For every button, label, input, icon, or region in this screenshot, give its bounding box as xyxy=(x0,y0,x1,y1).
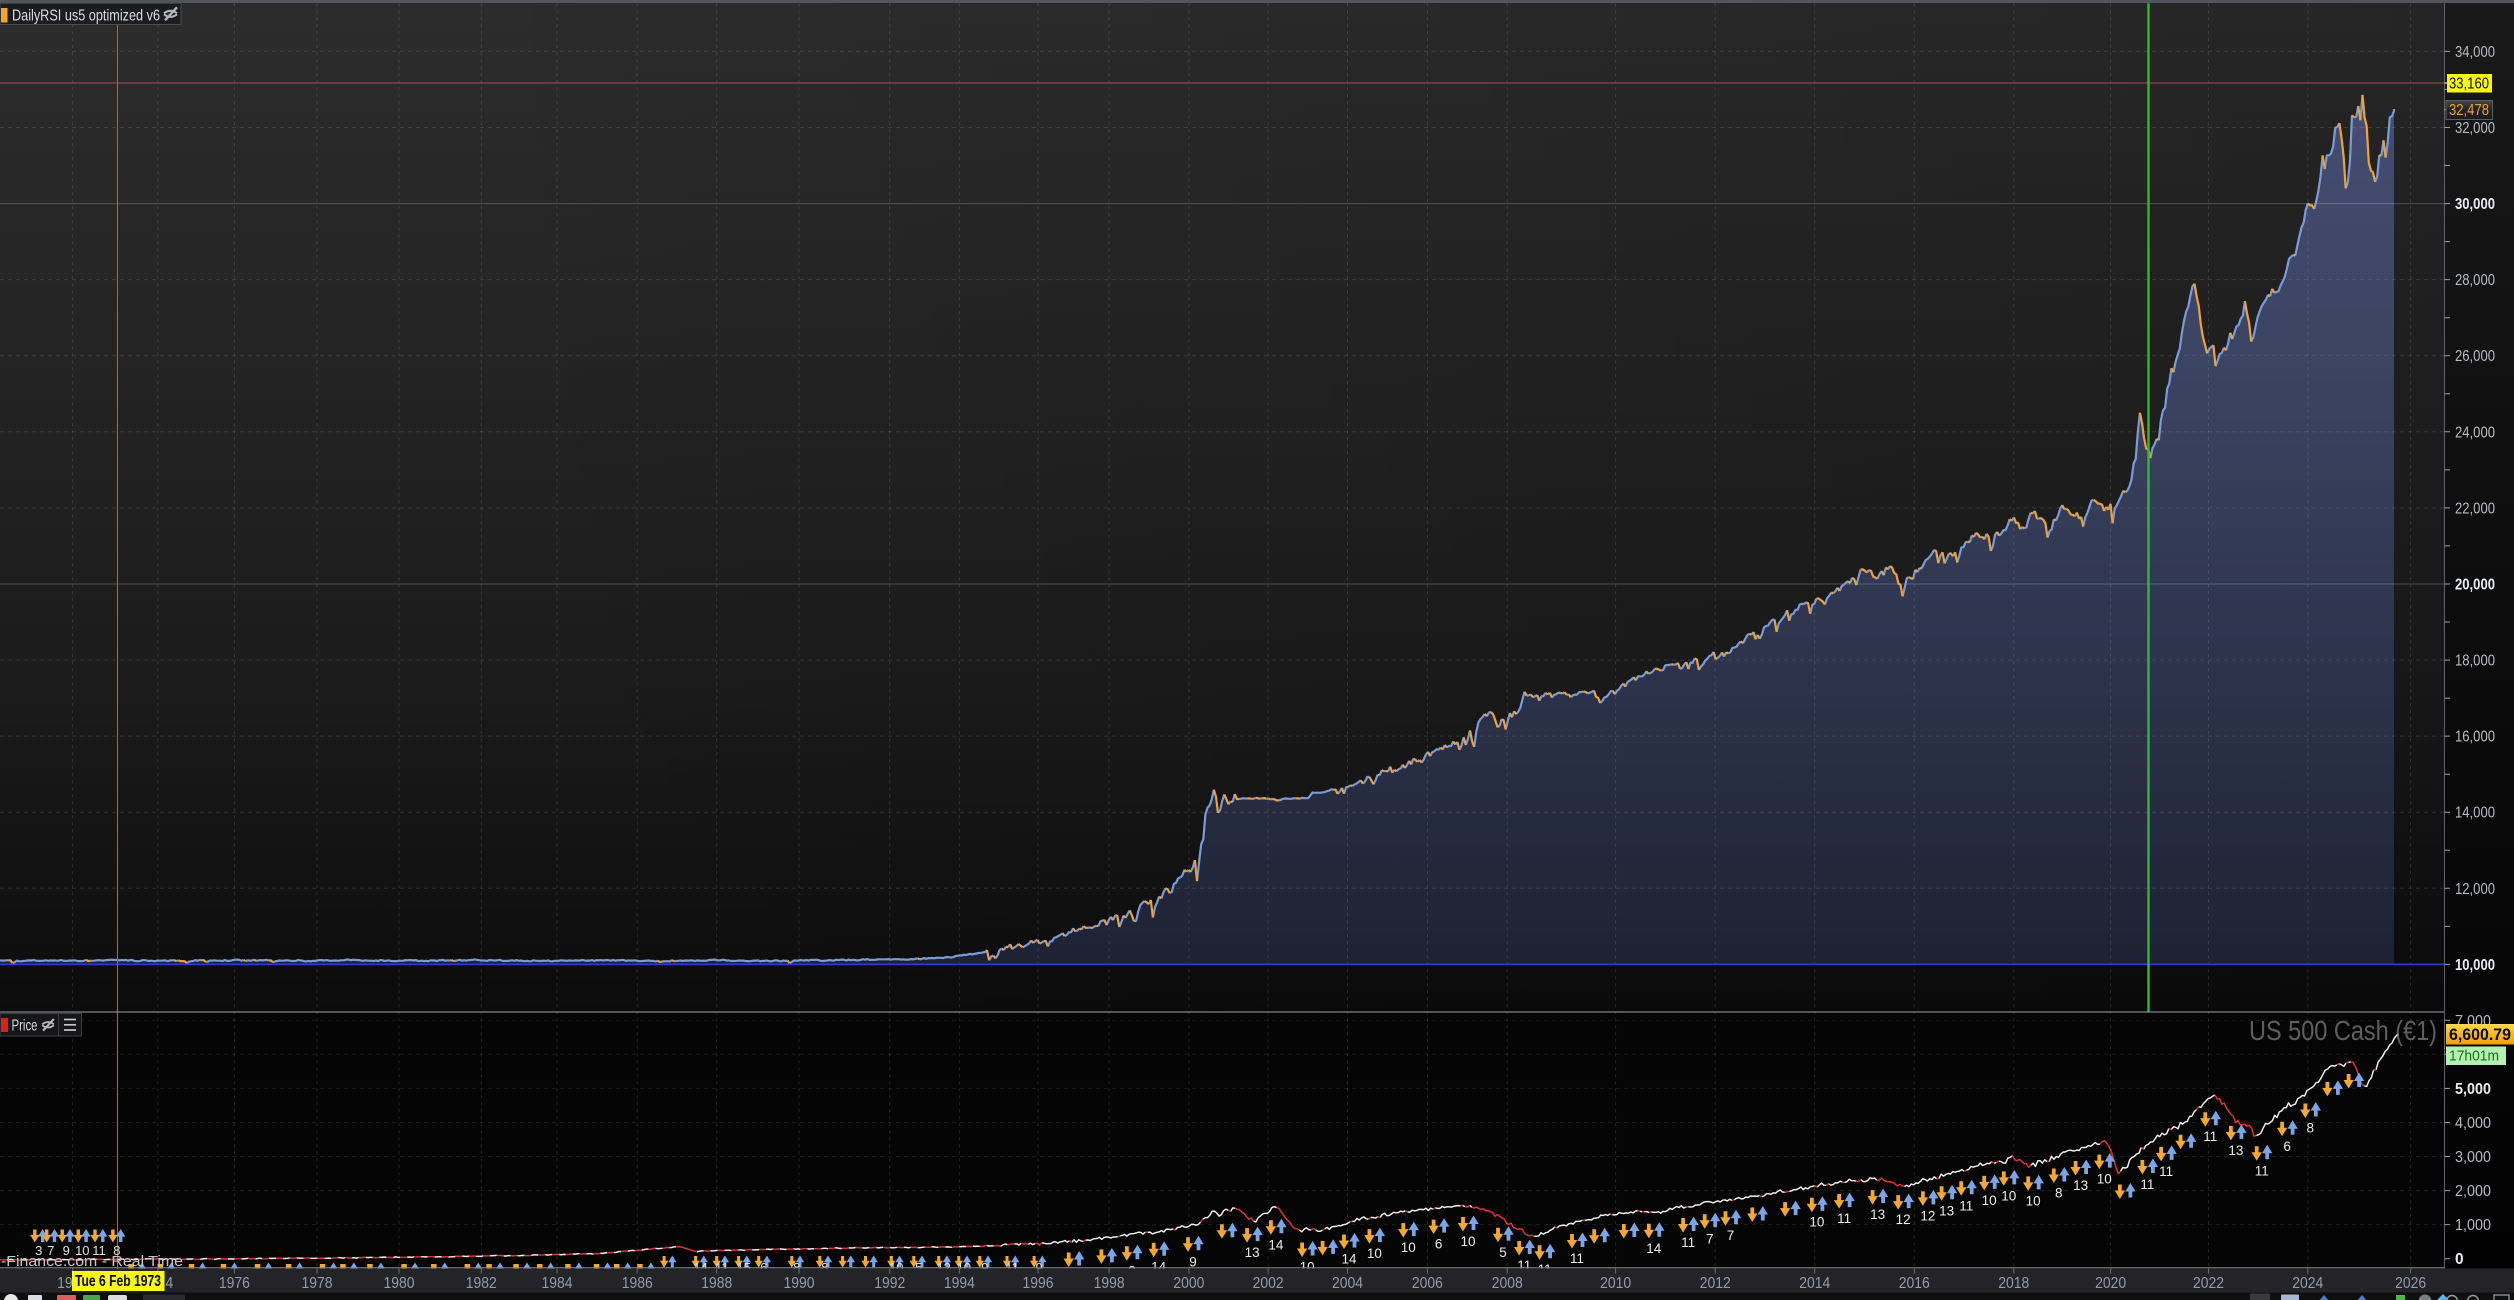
svg-text:10: 10 xyxy=(2001,1188,2016,1203)
svg-text:10,000: 10,000 xyxy=(2455,957,2495,974)
svg-text:2022: 2022 xyxy=(2193,1275,2224,1292)
svg-text:6: 6 xyxy=(2283,1139,2291,1154)
svg-text:33,160: 33,160 xyxy=(2449,76,2489,93)
svg-text:13: 13 xyxy=(1245,1245,1260,1260)
svg-text:14: 14 xyxy=(1646,1241,1662,1256)
svg-text:2020: 2020 xyxy=(2095,1275,2126,1292)
svg-text:5,000: 5,000 xyxy=(2455,1081,2491,1098)
svg-text:2012: 2012 xyxy=(1700,1275,1731,1292)
svg-text:2010: 2010 xyxy=(1600,1275,1631,1292)
svg-text:8: 8 xyxy=(2307,1121,2315,1136)
svg-text:11: 11 xyxy=(2255,1163,2269,1178)
svg-text:10: 10 xyxy=(2097,1172,2112,1187)
svg-text:11: 11 xyxy=(1959,1198,1973,1213)
svg-text:1978: 1978 xyxy=(302,1275,333,1292)
svg-text:10: 10 xyxy=(1460,1234,1475,1249)
svg-text:2026: 2026 xyxy=(2395,1275,2426,1292)
svg-text:10: 10 xyxy=(2026,1193,2041,1208)
svg-text:30,000: 30,000 xyxy=(2455,196,2495,213)
svg-text:3,000: 3,000 xyxy=(2455,1149,2491,1166)
svg-text:2016: 2016 xyxy=(1899,1275,1930,1292)
svg-text:1,000: 1,000 xyxy=(2455,1217,2491,1234)
svg-text:1982: 1982 xyxy=(466,1275,497,1292)
svg-text:13: 13 xyxy=(2228,1143,2243,1158)
svg-text:17h01m: 17h01m xyxy=(2449,1048,2499,1065)
svg-text:7: 7 xyxy=(47,1243,54,1258)
svg-text:1988: 1988 xyxy=(701,1275,732,1292)
svg-text:Tue 6 Feb 1973: Tue 6 Feb 1973 xyxy=(75,1273,161,1290)
svg-text:2002: 2002 xyxy=(1253,1275,1284,1292)
svg-text:28,000: 28,000 xyxy=(2455,272,2495,289)
svg-text:2008: 2008 xyxy=(1492,1275,1523,1292)
svg-text:US 500 Cash (€1): US 500 Cash (€1) xyxy=(2249,1015,2437,1046)
svg-text:34,000: 34,000 xyxy=(2455,44,2495,61)
svg-text:12: 12 xyxy=(1920,1208,1935,1223)
svg-text:2,000: 2,000 xyxy=(2455,1183,2491,1200)
svg-text:12: 12 xyxy=(1896,1212,1911,1227)
svg-text:10: 10 xyxy=(75,1243,89,1258)
svg-text:18,000: 18,000 xyxy=(2455,653,2495,670)
svg-text:12,000: 12,000 xyxy=(2455,881,2495,898)
svg-text:10: 10 xyxy=(1982,1193,1997,1208)
svg-text:1990: 1990 xyxy=(784,1275,815,1292)
svg-text:32,478: 32,478 xyxy=(2449,102,2489,119)
svg-text:22,000: 22,000 xyxy=(2455,500,2495,517)
svg-text:11: 11 xyxy=(2203,1129,2217,1144)
svg-text:8: 8 xyxy=(2055,1186,2063,1201)
svg-text:26,000: 26,000 xyxy=(2455,348,2495,365)
svg-text:6,600.79: 6,600.79 xyxy=(2449,1026,2511,1044)
svg-text:10: 10 xyxy=(1367,1246,1382,1261)
svg-text:1986: 1986 xyxy=(622,1275,653,1292)
svg-text:2004: 2004 xyxy=(1332,1275,1363,1292)
svg-text:1994: 1994 xyxy=(944,1275,975,1292)
svg-text:2014: 2014 xyxy=(1799,1275,1830,1292)
svg-text:11: 11 xyxy=(2140,1177,2154,1192)
svg-text:2006: 2006 xyxy=(1412,1275,1443,1292)
svg-text:3: 3 xyxy=(35,1243,42,1258)
svg-text:1984: 1984 xyxy=(542,1275,573,1292)
svg-text:10: 10 xyxy=(1401,1240,1416,1255)
svg-text:16,000: 16,000 xyxy=(2455,729,2495,746)
svg-text:1998: 1998 xyxy=(1094,1275,1125,1292)
svg-text:11: 11 xyxy=(1681,1235,1695,1250)
svg-text:1980: 1980 xyxy=(384,1275,415,1292)
svg-text:11: 11 xyxy=(1837,1211,1851,1226)
svg-text:14: 14 xyxy=(1268,1237,1284,1252)
svg-text:11: 11 xyxy=(92,1243,106,1258)
svg-text:9: 9 xyxy=(63,1243,70,1258)
svg-text:10: 10 xyxy=(1809,1215,1824,1230)
svg-text:13: 13 xyxy=(2073,1178,2088,1193)
svg-text:2024: 2024 xyxy=(2292,1275,2323,1292)
svg-text:2000: 2000 xyxy=(1173,1275,1204,1292)
svg-text:20,000: 20,000 xyxy=(2455,577,2495,594)
svg-text:6: 6 xyxy=(1435,1237,1443,1252)
svg-text:14: 14 xyxy=(1341,1252,1357,1267)
svg-text:8: 8 xyxy=(113,1243,120,1258)
svg-text:13: 13 xyxy=(1870,1207,1885,1222)
svg-text:11: 11 xyxy=(1570,1251,1584,1266)
svg-text:2018: 2018 xyxy=(1998,1275,2029,1292)
svg-text:4,000: 4,000 xyxy=(2455,1115,2491,1132)
svg-text:9: 9 xyxy=(1189,1254,1197,1269)
svg-text:1992: 1992 xyxy=(874,1275,905,1292)
svg-text:14,000: 14,000 xyxy=(2455,805,2495,822)
svg-text:24,000: 24,000 xyxy=(2455,424,2495,441)
svg-text:Price: Price xyxy=(12,1018,38,1035)
svg-text:32,000: 32,000 xyxy=(2455,120,2495,137)
svg-text:7: 7 xyxy=(1706,1231,1714,1246)
svg-text:11: 11 xyxy=(2159,1164,2173,1179)
svg-text:-Finance.com - Real Time: -Finance.com - Real Time xyxy=(1,1253,183,1270)
svg-text:7: 7 xyxy=(1727,1228,1735,1243)
svg-text:1996: 1996 xyxy=(1023,1275,1054,1292)
svg-text:5: 5 xyxy=(1499,1245,1507,1260)
svg-text:DailyRSI us5 optimized v6: DailyRSI us5 optimized v6 xyxy=(12,8,160,25)
svg-text:1976: 1976 xyxy=(219,1275,250,1292)
svg-text:13: 13 xyxy=(1939,1203,1954,1218)
svg-text:0: 0 xyxy=(2455,1251,2464,1268)
